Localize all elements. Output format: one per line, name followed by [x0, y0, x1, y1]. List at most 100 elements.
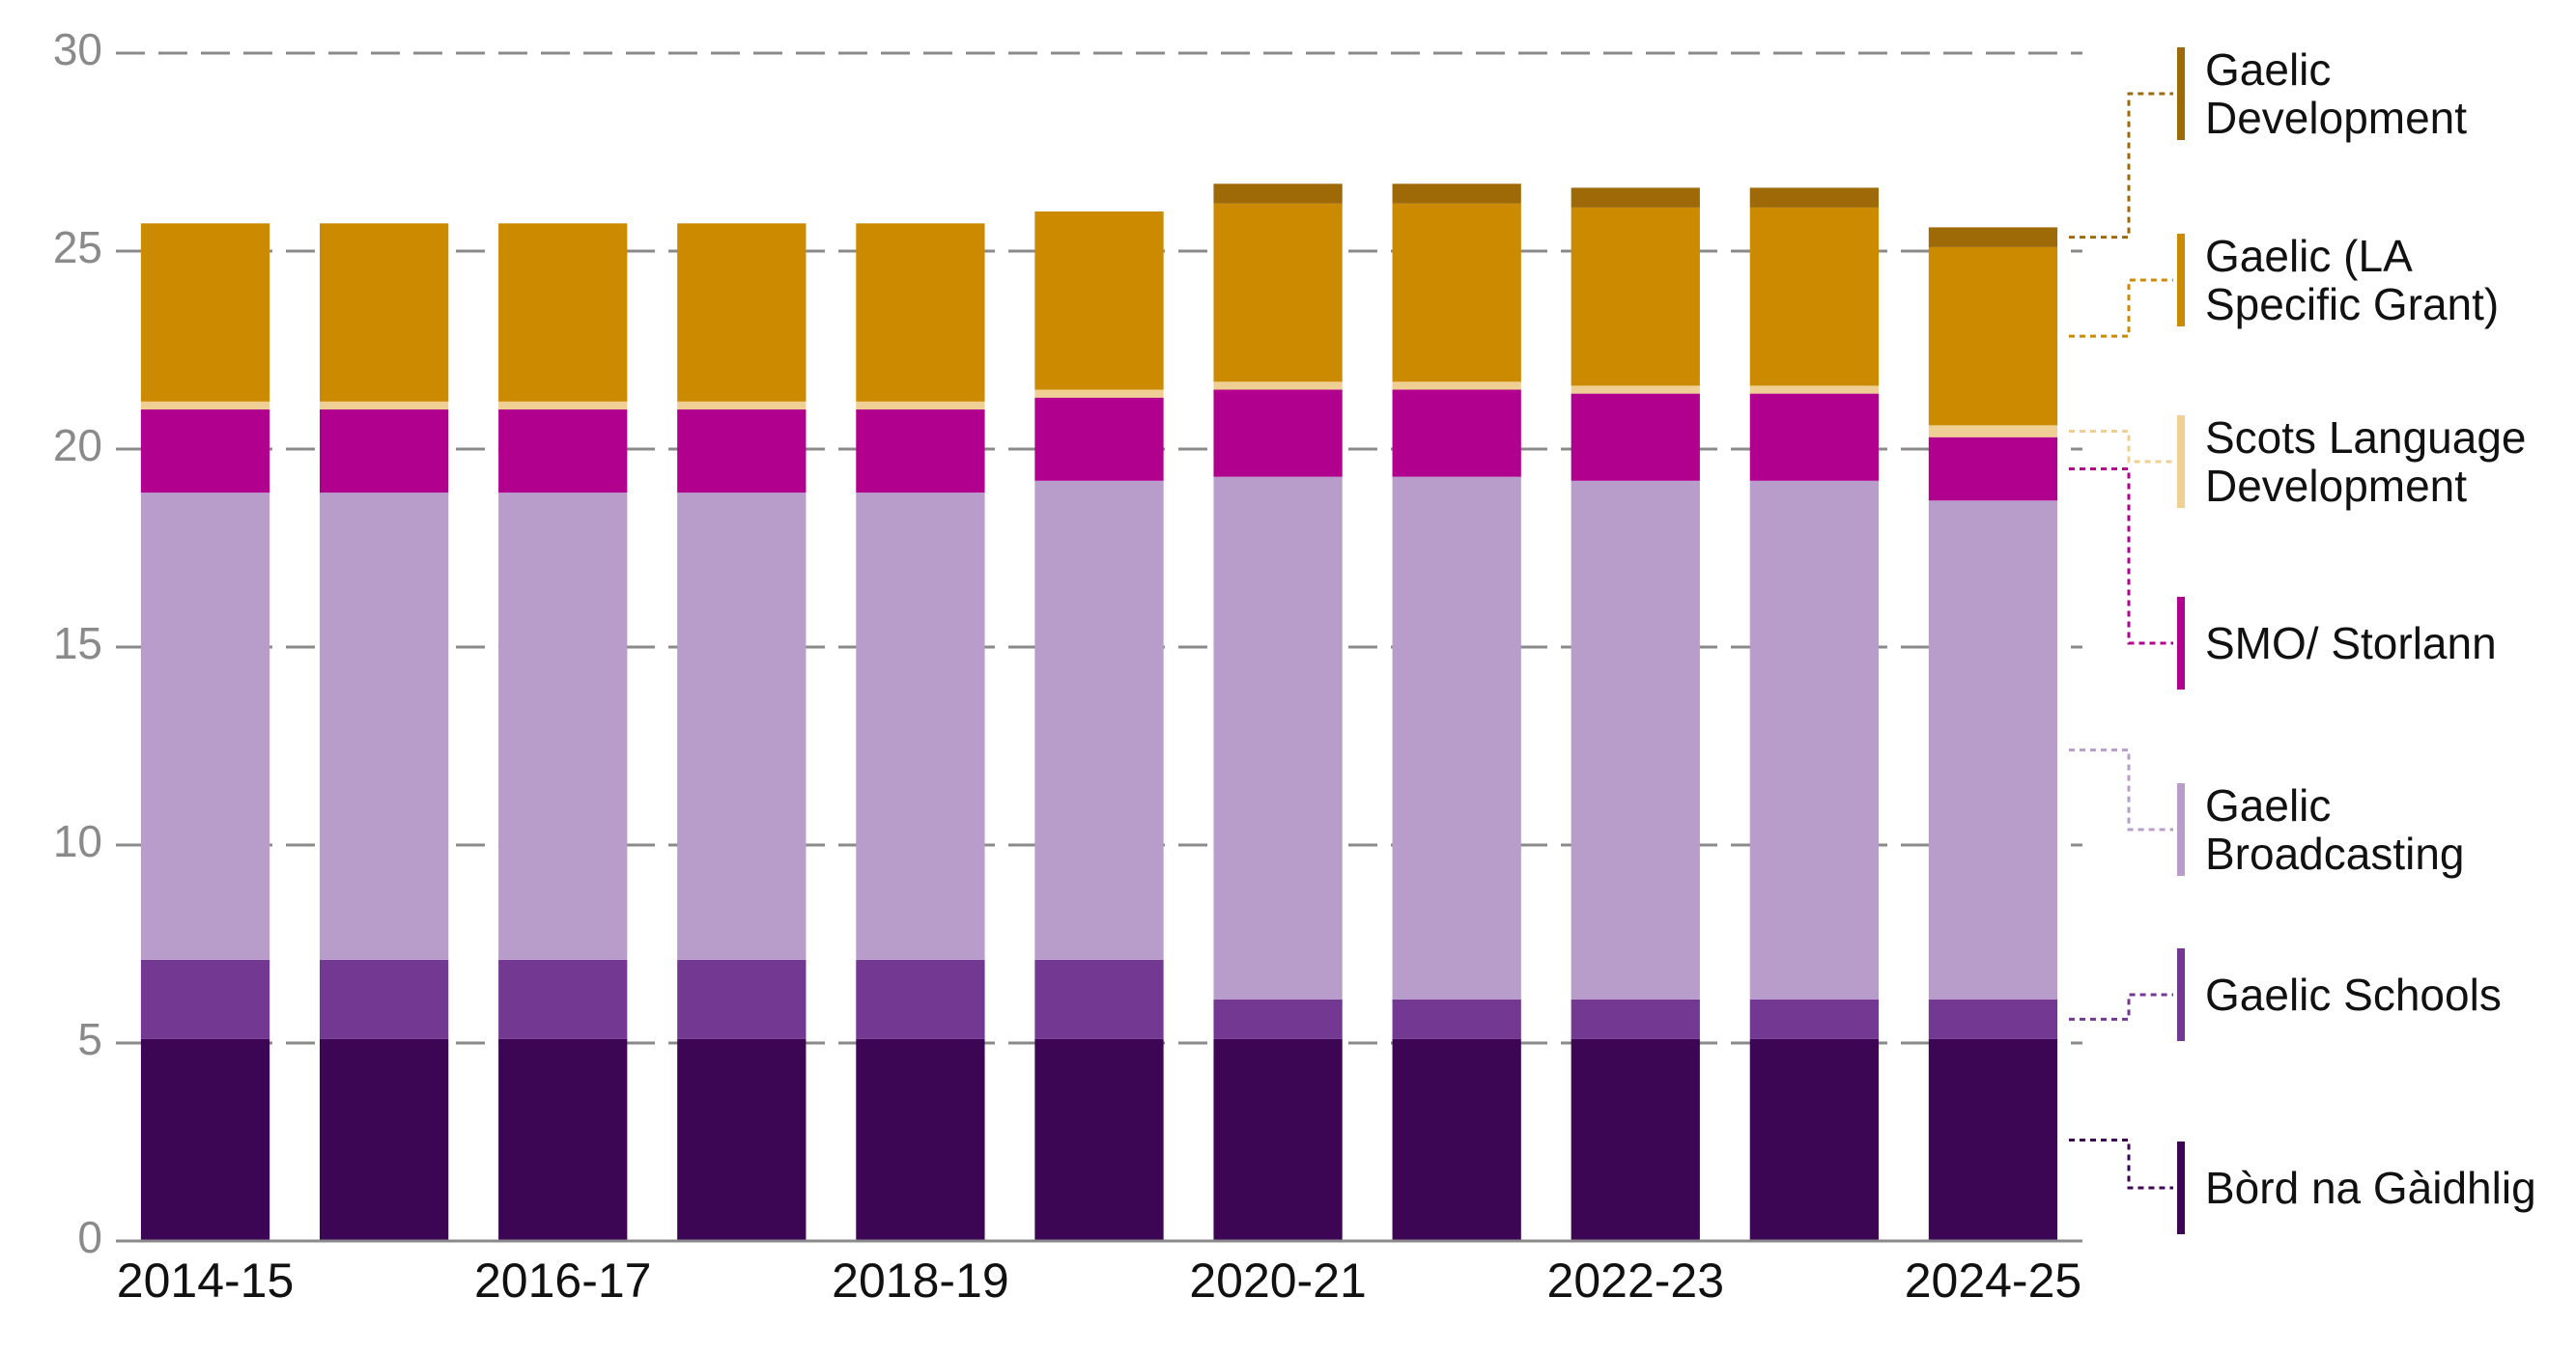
bar-segment — [140, 493, 270, 960]
legend-label: Gaelic Broadcasting — [2205, 780, 2465, 879]
bar-segment — [1213, 1038, 1343, 1241]
bar-segment — [1571, 207, 1700, 386]
bar-segment — [1034, 959, 1164, 1039]
x-tick-label: 2022-23 — [1547, 1254, 1725, 1308]
bar-segment — [1034, 211, 1164, 390]
bar-segment — [1392, 476, 1521, 1000]
legend-swatch — [2177, 47, 2185, 140]
bar-segment — [140, 223, 270, 402]
bar-segment — [320, 409, 449, 493]
legend-connector — [2069, 467, 2173, 645]
y-tick-label: 10 — [53, 816, 102, 866]
bar-segment — [1392, 183, 1521, 204]
y-tick-label: 30 — [53, 24, 102, 74]
bar-segment — [1749, 393, 1879, 481]
legend-label: Scots Language Development — [2205, 412, 2527, 511]
bar-segment — [498, 1038, 628, 1241]
bar-segment — [1034, 480, 1164, 960]
legend-swatch — [2177, 234, 2185, 326]
bar-segment — [1928, 1038, 2058, 1241]
legend-label: SMO/ Storlann — [2205, 618, 2497, 668]
bar-segment — [1928, 500, 2058, 1000]
bar-segment — [1034, 397, 1164, 481]
legend-swatch — [2177, 415, 2185, 508]
bar-segment — [1213, 999, 1343, 1039]
bar-segment — [498, 959, 628, 1039]
legend-swatch — [2177, 948, 2185, 1041]
bar-segment — [1392, 203, 1521, 382]
bar-segment — [1571, 999, 1700, 1039]
legend-connector — [2069, 993, 2173, 1021]
bar-segment — [498, 409, 628, 493]
bar-segment — [677, 409, 807, 493]
x-tick-label: 2020-21 — [1189, 1254, 1367, 1308]
bar-segment — [1034, 389, 1164, 398]
legend-connector — [2069, 92, 2173, 240]
bar-segment — [1213, 203, 1343, 382]
bar-segment — [856, 959, 985, 1039]
bar-segment — [320, 401, 449, 409]
bar-segment — [856, 1038, 985, 1241]
y-tick-label: 25 — [53, 222, 102, 272]
x-tick-label: 2024-25 — [1905, 1254, 2082, 1308]
legend-connector — [2069, 430, 2173, 464]
bar-segment — [677, 223, 807, 402]
legend-swatch — [2177, 783, 2185, 876]
y-tick-label: 0 — [77, 1212, 102, 1262]
bar-segment — [1392, 389, 1521, 477]
y-tick-label: 5 — [77, 1014, 102, 1064]
bar-segment — [677, 493, 807, 960]
legend-connector — [2069, 1138, 2173, 1190]
bar-segment — [1213, 381, 1343, 390]
bar-segment — [1213, 476, 1343, 1000]
bar-segment — [856, 223, 985, 402]
bar-segment — [1034, 1038, 1164, 1241]
bar-segment — [1392, 999, 1521, 1039]
bar-segment — [1928, 227, 2058, 247]
legend-connector — [2069, 278, 2173, 338]
x-tick-label: 2016-17 — [474, 1254, 652, 1308]
bar-segment — [498, 223, 628, 402]
bar-segment — [1213, 183, 1343, 204]
bar-segment — [140, 959, 270, 1039]
bar-segment — [677, 959, 807, 1039]
legend-label: Bòrd na Gàidhlig — [2205, 1163, 2536, 1213]
x-tick-label: 2018-19 — [832, 1254, 1009, 1308]
bar-segment — [1749, 207, 1879, 386]
bar-segment — [677, 401, 807, 409]
bar-segment — [1392, 1038, 1521, 1241]
bar-segment — [1749, 187, 1879, 208]
bar-segment — [140, 401, 270, 409]
x-tick-label: 2014-15 — [117, 1254, 295, 1308]
bar-segment — [1928, 999, 2058, 1039]
bar-segment — [498, 401, 628, 409]
bar-segment — [1928, 437, 2058, 501]
legend-label: Gaelic Schools — [2205, 970, 2502, 1020]
bar-segment — [1749, 1038, 1879, 1241]
bar-segment — [1571, 1038, 1700, 1241]
bar-segment — [1571, 393, 1700, 481]
bar-segment — [320, 223, 449, 402]
bar-segment — [498, 493, 628, 960]
bar-segment — [320, 959, 449, 1039]
bar-segment — [856, 409, 985, 493]
bar-segment — [320, 493, 449, 960]
bar-segment — [140, 409, 270, 493]
bar-segment — [1571, 385, 1700, 394]
legend-connector — [2069, 748, 2173, 832]
legend-label: Gaelic Development — [2205, 44, 2468, 143]
bar-segment — [1749, 480, 1879, 1000]
y-tick-label: 20 — [53, 420, 102, 470]
legend-swatch — [2177, 1142, 2185, 1234]
bar-segment — [140, 1038, 270, 1241]
y-tick-label: 15 — [53, 618, 102, 668]
bar-segment — [1749, 385, 1879, 394]
bar-segment — [320, 1038, 449, 1241]
legend-swatch — [2177, 597, 2185, 690]
bar-segment — [1749, 999, 1879, 1039]
bar-segment — [677, 1038, 807, 1241]
bar-segment — [856, 493, 985, 960]
bar-segment — [1213, 389, 1343, 477]
